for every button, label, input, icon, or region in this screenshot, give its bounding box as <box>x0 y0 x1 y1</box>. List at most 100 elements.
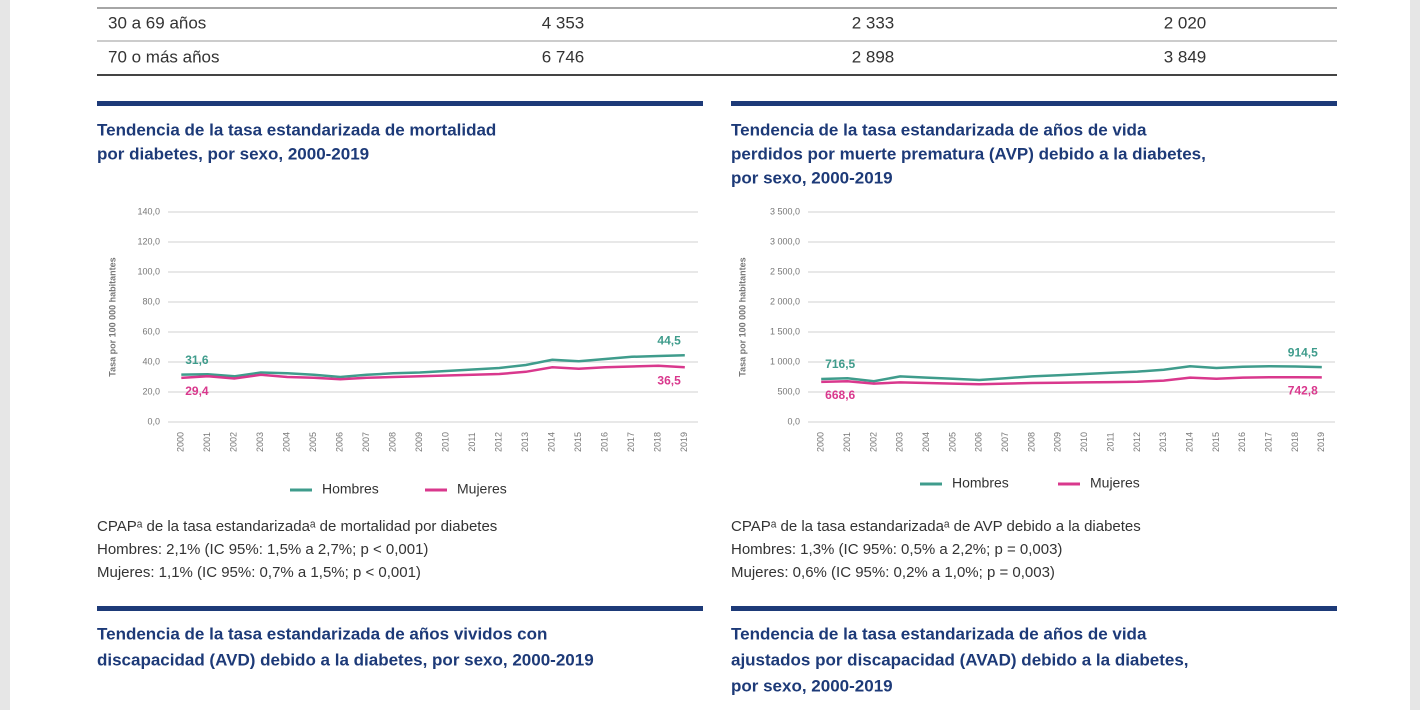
viewer-edge <box>1410 0 1420 710</box>
section-bar <box>731 101 1337 106</box>
note: CPAPᵃ de la tasa estandarizadaᵃ de AVP d… <box>731 518 1141 535</box>
x-tick-label: 2008 <box>388 432 398 452</box>
table-cell: 6 746 <box>542 47 585 66</box>
x-tick-label: 2015 <box>1211 432 1221 452</box>
y-tick-label: 140,0 <box>137 206 160 216</box>
section-title: Tendencia de la tasa estandarizada de añ… <box>731 624 1147 643</box>
x-tick-label: 2004 <box>921 432 931 452</box>
x-tick-label: 2019 <box>679 432 689 452</box>
value-label: 668,6 <box>825 388 855 402</box>
x-tick-label: 2001 <box>202 432 212 452</box>
section-title: por sexo, 2000-2019 <box>731 676 893 695</box>
x-tick-label: 2002 <box>868 432 878 452</box>
table-cell: 2 333 <box>852 13 895 32</box>
value-label: 29,4 <box>185 384 209 398</box>
x-tick-label: 2017 <box>626 432 636 452</box>
section-bar <box>97 101 703 106</box>
y-tick-label: 80,0 <box>142 296 160 306</box>
table-cell: 4 353 <box>542 13 585 32</box>
viewer-edge <box>0 0 10 710</box>
section-bar <box>97 606 703 611</box>
x-tick-label: 2009 <box>1053 432 1063 452</box>
x-tick-label: 2017 <box>1264 432 1274 452</box>
series-line <box>821 376 1322 386</box>
legend-label: Mujeres <box>1090 475 1140 491</box>
x-tick-label: 2018 <box>1290 432 1300 452</box>
y-tick-label: 2 500,0 <box>770 266 800 276</box>
y-tick-label: 0,0 <box>787 416 800 426</box>
table-row-label: 70 o más años <box>108 47 220 66</box>
x-tick-label: 2000 <box>816 432 826 452</box>
series-line <box>821 364 1322 383</box>
y-tick-label: 40,0 <box>142 356 160 366</box>
y-tick-label: 120,0 <box>137 236 160 246</box>
x-tick-label: 2003 <box>895 432 905 452</box>
y-tick-label: 0,0 <box>147 416 160 426</box>
note: Mujeres: 1,1% (IC 95%: 0,7% a 1,5%; p < … <box>97 564 421 581</box>
x-tick-label: 2004 <box>282 432 292 452</box>
chart-title: por sexo, 2000-2019 <box>731 168 893 187</box>
chart-title: Tendencia de la tasa estandarizada de añ… <box>731 120 1147 139</box>
y-tick-label: 20,0 <box>142 386 160 396</box>
x-tick-label: 2008 <box>1026 432 1036 452</box>
chart-title: por diabetes, por sexo, 2000-2019 <box>97 144 369 163</box>
value-label: 716,5 <box>825 357 855 371</box>
note: Hombres: 1,3% (IC 95%: 0,5% a 2,2%; p = … <box>731 541 1062 558</box>
note: Mujeres: 0,6% (IC 95%: 0,2% a 1,0%; p = … <box>731 564 1055 581</box>
x-tick-label: 2018 <box>653 432 663 452</box>
value-label: 31,6 <box>185 353 209 367</box>
x-tick-label: 2013 <box>520 432 530 452</box>
section-title: discapacidad (AVD) debido a la diabetes,… <box>97 650 594 669</box>
y-tick-label: 500,0 <box>777 386 800 396</box>
x-tick-label: 2019 <box>1316 432 1326 452</box>
table-cell: 3 849 <box>1164 47 1207 66</box>
x-tick-label: 2001 <box>842 432 852 452</box>
y-tick-label: 100,0 <box>137 266 160 276</box>
table-cell: 2 020 <box>1164 13 1207 32</box>
x-tick-label: 2014 <box>1184 432 1194 452</box>
y-tick-label: 3 500,0 <box>770 206 800 216</box>
x-tick-label: 2006 <box>974 432 984 452</box>
x-tick-label: 2012 <box>1132 432 1142 452</box>
note: CPAPᵃ de la tasa estandarizadaᵃ de morta… <box>97 518 497 535</box>
value-label: 44,5 <box>657 333 681 347</box>
y-tick-label: 1 500,0 <box>770 326 800 336</box>
x-tick-label: 2000 <box>176 432 186 452</box>
y-tick-label: 60,0 <box>142 326 160 336</box>
legend-label: Hombres <box>322 481 379 497</box>
value-label: 36,5 <box>657 373 681 387</box>
value-label: 742,8 <box>1288 384 1318 398</box>
x-tick-label: 2002 <box>229 432 239 452</box>
x-tick-label: 2014 <box>547 432 557 452</box>
y-tick-label: 1 000,0 <box>770 356 800 366</box>
x-tick-label: 2005 <box>947 432 957 452</box>
section-title: Tendencia de la tasa estandarizada de añ… <box>97 624 547 643</box>
y-tick-label: 3 000,0 <box>770 236 800 246</box>
x-tick-label: 2010 <box>441 432 451 452</box>
x-tick-label: 2005 <box>308 432 318 452</box>
x-tick-label: 2007 <box>361 432 371 452</box>
x-tick-label: 2016 <box>600 432 610 452</box>
series-line <box>181 354 685 379</box>
table-cell: 2 898 <box>852 47 895 66</box>
section-bar <box>731 606 1337 611</box>
x-tick-label: 2011 <box>1105 432 1115 451</box>
series-line <box>181 364 685 381</box>
x-tick-label: 2016 <box>1237 432 1247 452</box>
chart-title: Tendencia de la tasa estandarizada de mo… <box>97 120 496 139</box>
value-label: 914,5 <box>1288 345 1318 359</box>
x-tick-label: 2010 <box>1079 432 1089 452</box>
x-tick-label: 2015 <box>573 432 583 452</box>
y-tick-label: 2 000,0 <box>770 296 800 306</box>
table-row-label: 30 a 69 años <box>108 13 206 32</box>
x-tick-label: 2012 <box>494 432 504 452</box>
x-tick-label: 2003 <box>255 432 265 452</box>
y-axis-title: Tasa por 100 000 habitantes <box>737 257 747 376</box>
section-title: ajustados por discapacidad (AVAD) debido… <box>731 650 1189 669</box>
x-tick-label: 2011 <box>467 432 477 451</box>
x-tick-label: 2006 <box>335 432 345 452</box>
legend-label: Hombres <box>952 475 1009 491</box>
y-axis-title: Tasa por 100 000 habitantes <box>107 257 117 376</box>
